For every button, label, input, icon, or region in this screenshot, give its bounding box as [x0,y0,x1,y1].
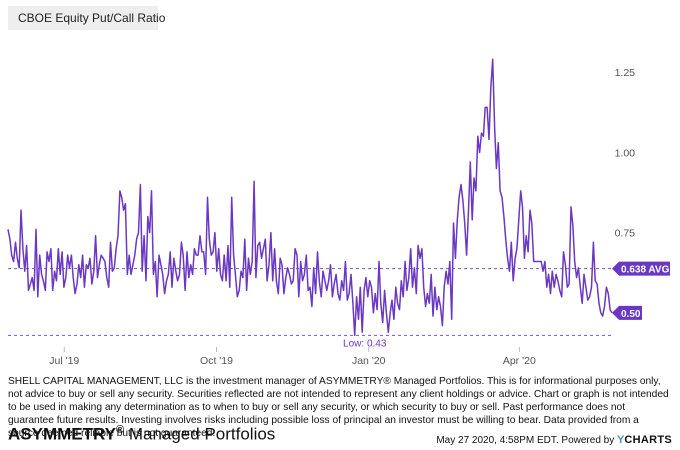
y-tick-label: 0.75 [615,228,636,240]
x-tick-label: Jan '20 [352,355,386,367]
x-tick-label: Jul '19 [49,355,79,367]
ycharts-logo-text: CHARTS [624,434,672,446]
brand-registered-mark: ® [116,424,125,436]
brand-logo: ASYMMETRY® Managed Portfolios [8,424,275,445]
footer-timestamp: May 27 2020, 4:58PM EDT. [436,435,559,446]
footer-powered-by: Powered by [558,435,618,446]
chart: 1.25 1.00 0.75 Jul '19 Oct '19 Jan '20 Apr '20… [7,58,670,367]
x-tick-label: Oct '19 [200,355,233,367]
average-badge [612,261,670,276]
average-badge-label: 0.638 AVG [621,265,670,276]
legend-series-label: CBOE Equity Put/Call Ratio [18,11,166,25]
chart-legend: CBOE Equity Put/Call Ratio [8,6,165,30]
brand-subtitle: Managed Portfolios [124,424,276,444]
x-tick-label: Apr '20 [503,355,536,367]
last-value-badge-label: 0.50 [621,309,641,320]
footer-attribution: May 27 2020, 4:58PM EDT. Powered by YCHA… [436,434,672,446]
ycharts-logo-y: Y [617,434,625,446]
low-label: Low: 0.43 [343,338,387,349]
series-line [7,58,613,337]
last-value-badge [612,305,642,320]
disclaimer-text: SHELL CAPITAL MANAGEMENT, LLC is the inv… [8,376,669,439]
brand-name: ASYMMETRY [8,424,116,444]
y-tick-label: 1.25 [615,67,636,79]
y-tick-label: 1.00 [615,147,636,159]
